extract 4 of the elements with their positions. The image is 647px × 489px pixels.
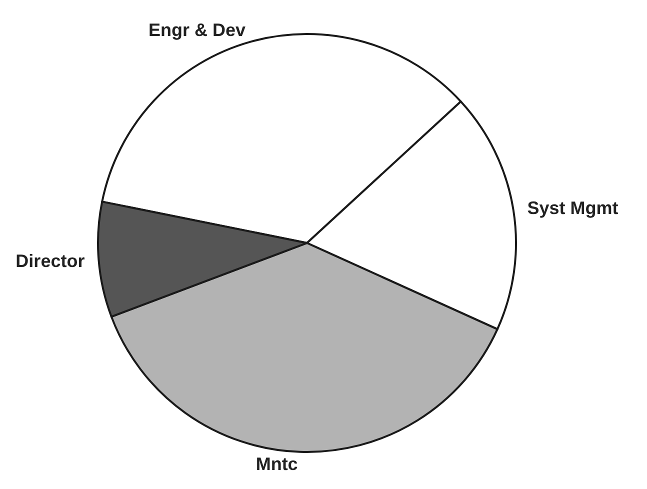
- slice-label: Syst Mgmt: [527, 198, 618, 218]
- slice-label: Director: [16, 250, 85, 271]
- slice-label: Mntc: [256, 454, 298, 474]
- slice-label: Engr & Dev: [148, 20, 246, 40]
